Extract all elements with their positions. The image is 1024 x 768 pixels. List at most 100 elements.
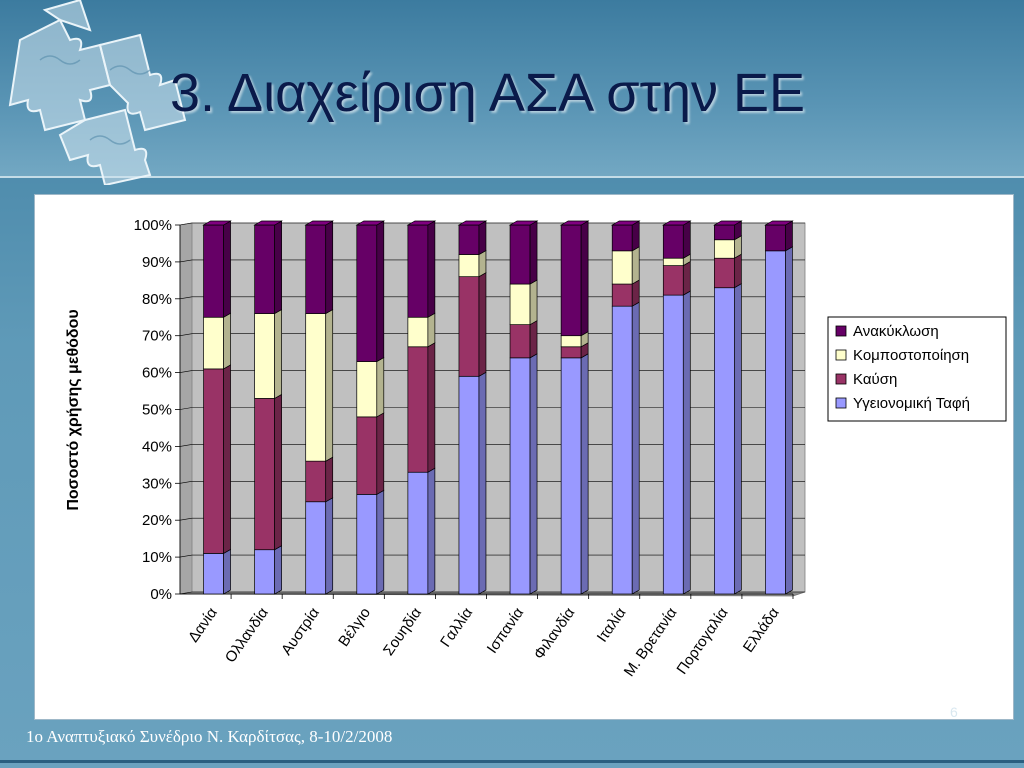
bar-segment bbox=[254, 313, 275, 399]
y-tick-label: 90% bbox=[142, 254, 172, 271]
bar-segment-side bbox=[631, 220, 640, 252]
gridline-diagonal bbox=[179, 481, 193, 484]
bar-top bbox=[508, 220, 539, 226]
bar-segment bbox=[305, 313, 327, 462]
bar-segment bbox=[254, 549, 275, 595]
bar-segment bbox=[509, 324, 531, 359]
bar-segment bbox=[611, 305, 633, 595]
y-tick-label: 70% bbox=[142, 328, 172, 345]
y-tick-label: 20% bbox=[142, 512, 172, 529]
bar-segment-side bbox=[529, 279, 538, 326]
y-tick-label: 0% bbox=[150, 586, 172, 603]
bar-segment bbox=[611, 283, 633, 307]
legend-box bbox=[827, 316, 1007, 422]
x-tick-label: Αυστρία bbox=[278, 604, 323, 658]
x-tick-label: Μ. Βρετανία bbox=[621, 604, 681, 680]
bar-top bbox=[253, 220, 283, 226]
bar-segment bbox=[662, 265, 684, 296]
bar-segment-side bbox=[274, 220, 282, 315]
bar-segment-side bbox=[223, 548, 231, 595]
bar-segment-side bbox=[682, 260, 691, 296]
bar-segment bbox=[254, 224, 275, 314]
bar-segment-side bbox=[376, 412, 385, 495]
bar-segment-side bbox=[427, 220, 436, 318]
bar-segment bbox=[560, 357, 582, 595]
gridline-diagonal bbox=[179, 370, 193, 373]
bar-segment-side bbox=[478, 272, 487, 377]
bar-segment bbox=[662, 224, 684, 259]
bar-segment bbox=[714, 224, 735, 241]
y-tick-label: 30% bbox=[142, 475, 172, 492]
x-tick-label: Σουηδία bbox=[380, 604, 425, 659]
stacked-bar-chart: 0% 10% 20% 30% 40% 50% 60% 70% 80% 90% 100% Ποσοστό… bbox=[65, 217, 1007, 680]
bar-segment bbox=[356, 224, 378, 362]
legend-swatch bbox=[835, 373, 847, 385]
gridline-diagonal bbox=[179, 296, 193, 300]
puzzle-logo-icon bbox=[8, 0, 187, 185]
bar-segment bbox=[305, 460, 327, 503]
bar-segment-side bbox=[631, 301, 640, 595]
bar-segment-side bbox=[580, 220, 589, 337]
bar-segment bbox=[560, 224, 582, 337]
bar-segment bbox=[356, 494, 378, 595]
bar-segment bbox=[305, 501, 327, 595]
bar-segment-side bbox=[427, 467, 436, 595]
bar-segment bbox=[203, 368, 224, 554]
bar-top bbox=[457, 220, 488, 226]
bar-segment bbox=[407, 316, 429, 348]
bar-top bbox=[202, 220, 232, 226]
gridline-diagonal bbox=[179, 517, 193, 521]
gridline-diagonal bbox=[179, 222, 193, 226]
bar-segment bbox=[509, 357, 531, 595]
bar-segment bbox=[662, 257, 684, 266]
y-axis-label: Ποσοστό χρήσης μεθόδου bbox=[65, 309, 82, 510]
header-divider bbox=[0, 176, 1024, 178]
gridline-diagonal bbox=[179, 554, 193, 558]
bar-segment-side bbox=[478, 220, 487, 256]
bar-segment-side bbox=[223, 312, 231, 370]
legend-label: Υγειονομική Ταφή bbox=[853, 395, 970, 412]
footer-text: 1ο Αναπτυξιακό Συνέδριο Ν. Καρδίτσας, 8-… bbox=[26, 727, 393, 746]
bar-segment-side bbox=[478, 371, 487, 595]
bar-segment bbox=[714, 239, 735, 259]
bar-segment bbox=[203, 224, 224, 318]
x-tick-label: Ιταλία bbox=[594, 604, 630, 645]
bar-top bbox=[610, 220, 641, 226]
bar-segment bbox=[203, 316, 224, 370]
bar-segment-side bbox=[682, 290, 691, 595]
bar-segment bbox=[560, 335, 582, 348]
bar-segment-side bbox=[325, 497, 334, 595]
bar-top bbox=[764, 220, 794, 226]
x-tick-label: Ισπανία bbox=[484, 604, 528, 656]
bar-top bbox=[406, 220, 437, 226]
bar-segment-side bbox=[529, 320, 538, 359]
x-tick-label: Ελλάδα bbox=[740, 604, 783, 655]
bar-segment-side bbox=[478, 249, 487, 278]
bar-segment bbox=[560, 346, 582, 359]
bar-segment-side bbox=[325, 308, 334, 462]
y-tick-label: 10% bbox=[142, 549, 172, 566]
bar-segment-side bbox=[631, 279, 640, 307]
bar-segment-side bbox=[274, 545, 282, 595]
bar-segment bbox=[407, 346, 429, 473]
bar-top bbox=[355, 220, 386, 226]
legend-swatch bbox=[835, 325, 847, 337]
bar-segment bbox=[407, 224, 429, 318]
bar-top bbox=[661, 220, 692, 226]
bar-segment-side bbox=[734, 283, 742, 595]
gridline-diagonal bbox=[179, 444, 193, 447]
bar-segment-side bbox=[427, 342, 436, 473]
bar-top bbox=[304, 220, 335, 226]
bar-segment bbox=[305, 224, 327, 314]
footer-divider bbox=[0, 760, 1024, 763]
bar-segment bbox=[458, 254, 480, 278]
bar-segment bbox=[509, 283, 531, 325]
bar-segment bbox=[458, 276, 480, 377]
y-tick-label: 100% bbox=[134, 217, 172, 234]
x-tick-label: Βέλγιο bbox=[335, 605, 374, 650]
bar-segment bbox=[714, 287, 735, 595]
bar-segment-side bbox=[427, 312, 436, 348]
bar-segment-side bbox=[274, 393, 282, 551]
page-title: 3. Διαχείριση ΑΣΑ στην ΕΕ bbox=[170, 63, 806, 123]
bar-segment-side bbox=[376, 220, 385, 363]
